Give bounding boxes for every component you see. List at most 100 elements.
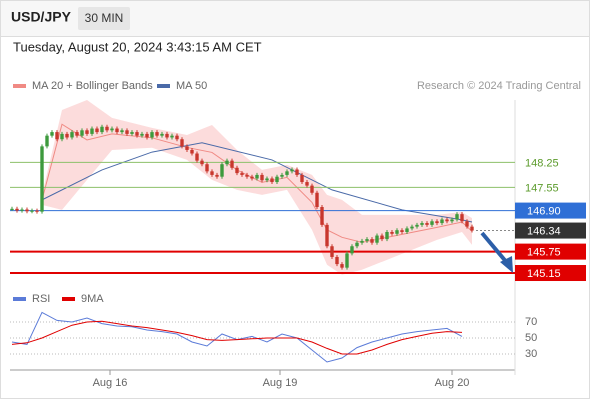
candle bbox=[420, 223, 424, 225]
x-tick-label: Aug 19 bbox=[263, 377, 298, 389]
candle bbox=[395, 230, 399, 234]
candle bbox=[190, 149, 194, 154]
candle bbox=[445, 219, 449, 222]
candle bbox=[135, 132, 139, 136]
forecast-arrow bbox=[480, 231, 510, 266]
candle bbox=[195, 153, 199, 161]
candle bbox=[185, 146, 189, 150]
candle bbox=[225, 160, 229, 165]
legend-label: RSI bbox=[32, 293, 50, 305]
candle bbox=[365, 239, 369, 241]
candle bbox=[455, 214, 459, 220]
candle bbox=[130, 132, 134, 134]
candle bbox=[160, 133, 164, 136]
level-label: 146.90 bbox=[527, 205, 561, 217]
candle bbox=[250, 176, 254, 179]
candle bbox=[280, 174, 284, 177]
candle bbox=[360, 240, 364, 243]
candle bbox=[410, 226, 414, 229]
timeframe-box bbox=[78, 7, 130, 30]
candle bbox=[235, 167, 239, 174]
symbol: USD/JPY bbox=[11, 9, 72, 25]
candle bbox=[110, 128, 114, 131]
candle bbox=[70, 132, 74, 138]
candle bbox=[25, 209, 29, 212]
level-label: 146.34 bbox=[527, 225, 561, 237]
candle bbox=[80, 130, 84, 136]
legend-swatch bbox=[13, 297, 26, 301]
candle bbox=[285, 171, 289, 175]
candle bbox=[380, 235, 384, 240]
candle bbox=[400, 230, 404, 232]
candle bbox=[85, 130, 89, 134]
legend-label: MA 20 + Bollinger Bands bbox=[32, 80, 153, 92]
candle bbox=[210, 171, 214, 175]
candle bbox=[425, 223, 429, 225]
candle bbox=[40, 146, 44, 212]
candle bbox=[440, 219, 444, 224]
subtitle: Tuesday, August 20, 2024 3:43:15 AM CET bbox=[13, 39, 262, 54]
candle bbox=[180, 139, 184, 147]
candle bbox=[95, 128, 99, 133]
candle bbox=[215, 174, 219, 177]
candle bbox=[310, 185, 314, 193]
candle bbox=[50, 132, 54, 136]
candle bbox=[350, 246, 354, 254]
forecast-arrowhead bbox=[500, 256, 513, 273]
candle bbox=[155, 132, 159, 136]
level-label: 145.75 bbox=[527, 247, 561, 259]
candle bbox=[435, 221, 439, 224]
candle bbox=[460, 214, 464, 222]
candle bbox=[30, 210, 34, 212]
y-tick-label: 30 bbox=[525, 348, 537, 360]
level-label-box bbox=[515, 222, 586, 239]
candle bbox=[75, 132, 79, 136]
candle bbox=[60, 133, 64, 140]
candle bbox=[390, 231, 394, 234]
candle bbox=[265, 178, 269, 181]
candle bbox=[255, 174, 259, 179]
candle bbox=[45, 135, 49, 147]
candle bbox=[375, 235, 379, 243]
candle bbox=[10, 208, 14, 211]
candle bbox=[465, 221, 469, 227]
candle bbox=[90, 128, 94, 134]
candle bbox=[65, 133, 69, 138]
level-label: 147.55 bbox=[525, 182, 559, 194]
candle bbox=[35, 210, 39, 212]
candle bbox=[240, 173, 244, 175]
legend-label: 9MA bbox=[81, 293, 104, 305]
legend-swatch bbox=[157, 84, 170, 88]
x-tick-label: Aug 20 bbox=[435, 377, 470, 389]
candle bbox=[205, 164, 209, 172]
candle bbox=[315, 192, 319, 208]
candle bbox=[340, 264, 344, 268]
candle bbox=[355, 242, 359, 247]
candle bbox=[305, 182, 309, 186]
candle bbox=[470, 226, 474, 231]
candle bbox=[100, 126, 104, 133]
candle bbox=[55, 132, 59, 140]
timeframe: 30 MIN bbox=[85, 11, 124, 25]
candle bbox=[335, 256, 339, 265]
candle bbox=[295, 169, 299, 175]
candle bbox=[115, 128, 119, 133]
candle bbox=[320, 207, 324, 225]
candle bbox=[125, 130, 129, 134]
candle bbox=[245, 174, 249, 177]
level-label-box bbox=[515, 243, 586, 260]
legend-swatch bbox=[62, 297, 75, 301]
candle bbox=[165, 133, 169, 138]
candle bbox=[345, 253, 349, 268]
candle bbox=[405, 228, 409, 232]
legend-swatch bbox=[13, 84, 26, 88]
candle bbox=[290, 169, 294, 172]
moving-average bbox=[41, 142, 473, 223]
candle bbox=[120, 130, 124, 133]
candle bbox=[300, 174, 304, 183]
candle bbox=[220, 164, 224, 177]
level-label: 148.25 bbox=[525, 157, 559, 169]
candle bbox=[175, 135, 179, 140]
candle bbox=[145, 133, 149, 138]
